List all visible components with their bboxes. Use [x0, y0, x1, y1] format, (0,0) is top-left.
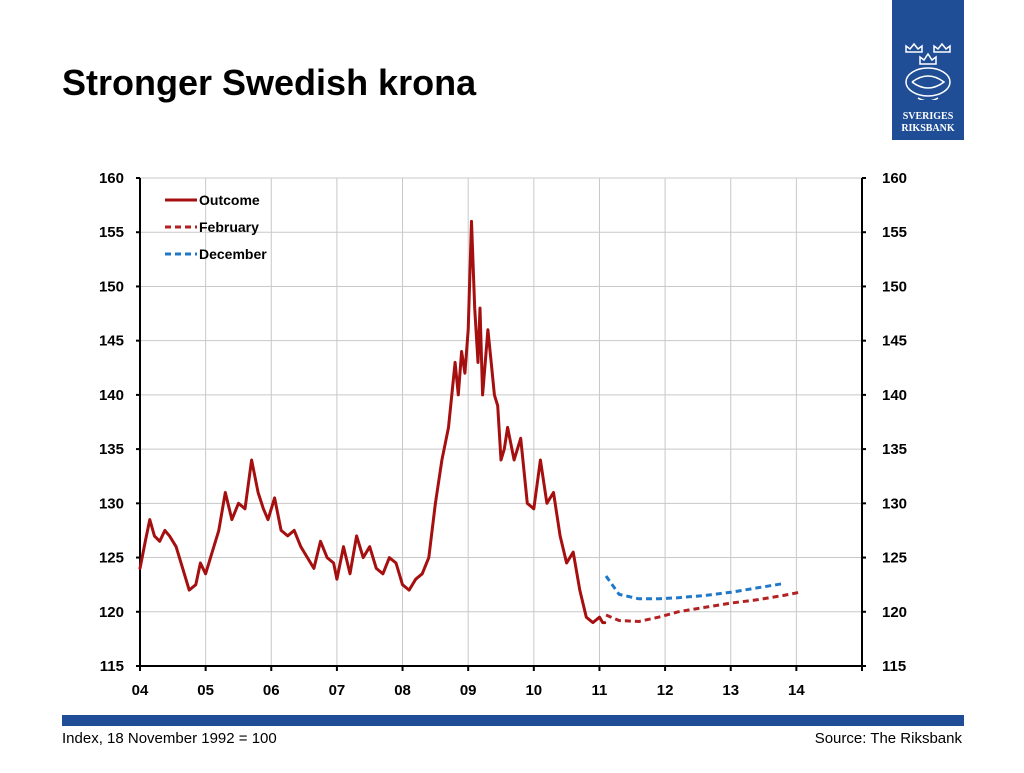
series-line-december: [604, 575, 784, 601]
legend: Outcome February December: [165, 192, 267, 262]
x-tick-label: 11: [592, 682, 608, 699]
x-tick-label: 12: [657, 682, 674, 699]
axis-frame: [139, 178, 863, 667]
x-tick-label: 14: [788, 682, 805, 699]
y-tick-label-left: 125: [99, 550, 124, 567]
x-tick-label: 04: [132, 682, 149, 699]
y-tick-labels-right: 115 120 125 130 135 140 145 150 155 160: [882, 170, 907, 675]
x-tick-label: 08: [394, 682, 411, 699]
legend-label-february: February: [199, 219, 259, 235]
grid-lines: [140, 177, 862, 666]
y-tick-label-right: 150: [882, 278, 907, 295]
x-tick-label: 05: [197, 682, 214, 699]
series-line-outcome: [138, 219, 607, 625]
riksbank-logo: SVERIGES RIKSBANK: [892, 0, 964, 140]
logo-text-line1: SVERIGES: [902, 111, 954, 122]
y-tick-label-right: 160: [882, 170, 907, 187]
y-tick-label-right: 145: [882, 333, 907, 350]
y-tick-label-left: 115: [100, 658, 124, 675]
x-tick-label: 06: [263, 682, 280, 699]
y-tick-label-right: 130: [882, 495, 907, 512]
axes: [136, 177, 866, 671]
y-tick-label-left: 150: [99, 278, 124, 295]
y-tick-label-right: 125: [882, 550, 907, 567]
y-tick-label-left: 130: [99, 495, 124, 512]
x-tick-label: 09: [460, 682, 477, 699]
y-tick-label-left: 160: [99, 170, 124, 187]
footer-bar: [62, 715, 964, 726]
legend-label-outcome: Outcome: [199, 192, 260, 208]
y-tick-label-right: 155: [882, 224, 907, 241]
y-tick-label-right: 140: [882, 387, 907, 404]
logo-text-line2: RIKSBANK: [901, 123, 955, 134]
y-tick-label-left: 155: [99, 224, 124, 241]
y-tick-label-left: 140: [99, 387, 124, 404]
crown-emblem-icon: [905, 42, 951, 100]
y-tick-label-right: 120: [882, 604, 907, 621]
y-tick-label-right: 135: [882, 441, 907, 458]
footer-source: Source: The Riksbank: [814, 730, 962, 747]
y-tick-label-left: 145: [99, 333, 124, 350]
x-tick-label: 13: [722, 682, 739, 699]
x-tick-label: 10: [525, 682, 542, 699]
series-lines: [138, 219, 800, 625]
x-tick-labels: 04 05 06 07 08 09 10 11 12 13 14: [132, 682, 806, 699]
y-tick-label-left: 135: [99, 441, 124, 458]
footer-index-note: Index, 18 November 1992 = 100: [62, 730, 277, 747]
x-tick-label: 07: [329, 682, 346, 699]
y-tick-label-left: 120: [99, 604, 124, 621]
y-tick-labels-left: 115 120 125 130 135 140 145 150 155 160: [99, 170, 124, 675]
series-line-february: [605, 590, 800, 623]
legend-label-december: December: [199, 246, 267, 262]
y-tick-label-right: 115: [882, 658, 906, 675]
slide-title: Stronger Swedish krona: [62, 62, 477, 103]
